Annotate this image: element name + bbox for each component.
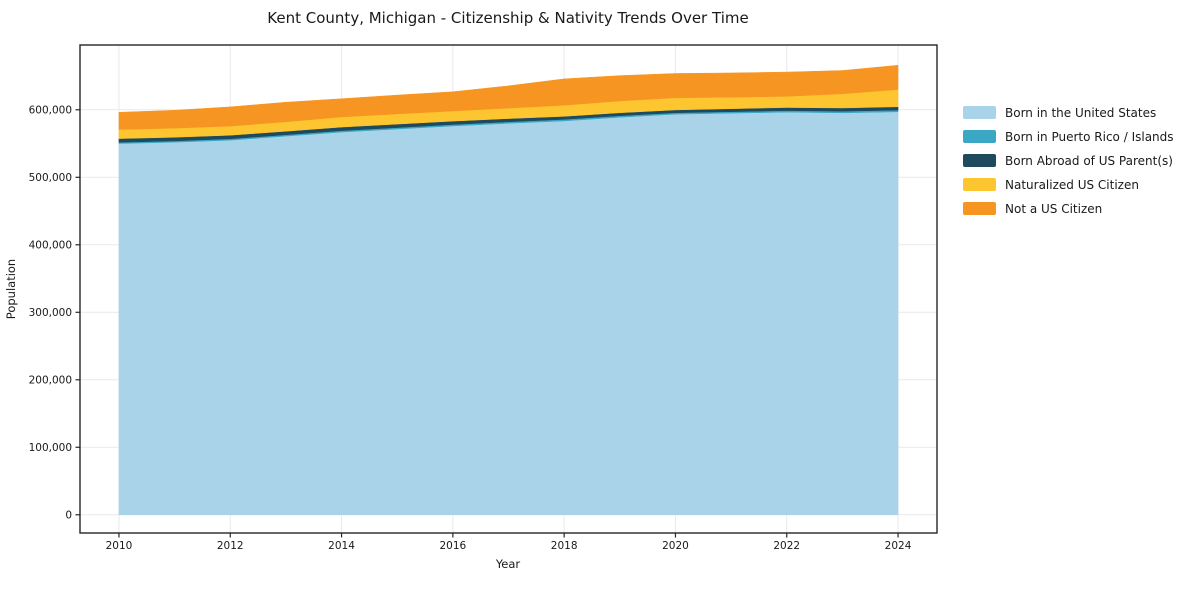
- tick-labels: 2010 2012 2014 2016 2018 2020 2022 2024 0 100,000…: [29, 105, 912, 552]
- legend: Born in the United States Born in Puerto …: [963, 106, 1174, 215]
- legend-item-born-abroad-of-us-parent-s: Born Abroad of US Parent(s): [963, 154, 1174, 167]
- legend-swatch-icon: [963, 130, 996, 143]
- area-series: [118, 64, 899, 516]
- x-tick-label: 2020: [662, 540, 689, 552]
- legend-label: Born in the United States: [1005, 105, 1157, 120]
- legend-swatch-icon: [963, 178, 996, 191]
- legend-label: Naturalized US Citizen: [1005, 177, 1139, 192]
- legend-item-born-in-puerto-rico-islands: Born in Puerto Rico / Islands: [963, 130, 1174, 143]
- legend-label: Not a US Citizen: [1005, 201, 1103, 216]
- area-born-in-the-united-states: [118, 111, 899, 516]
- y-tick-label: 500,000: [29, 172, 72, 184]
- x-tick-label: 2012: [217, 540, 244, 552]
- x-tick-label: 2018: [551, 540, 578, 552]
- y-tick-label: 200,000: [29, 375, 72, 387]
- x-tick-label: 2010: [106, 540, 133, 552]
- x-tick-label: 2022: [773, 540, 800, 552]
- legend-label: Born in Puerto Rico / Islands: [1005, 129, 1174, 144]
- chart-title: Kent County, Michigan - Citizenship & Na…: [267, 9, 748, 27]
- x-tick-label: 2014: [328, 540, 355, 552]
- y-tick-label: 600,000: [29, 105, 72, 117]
- legend-swatch-icon: [963, 154, 996, 167]
- y-tick-label: 400,000: [29, 240, 72, 252]
- y-tick-label: 0: [65, 510, 72, 522]
- x-tick-label: 2016: [439, 540, 466, 552]
- plot-frame: [79, 44, 938, 534]
- area-not-a-us-citizen: [118, 64, 899, 130]
- legend-swatch-icon: [963, 202, 996, 215]
- y-tick-label: 300,000: [29, 307, 72, 319]
- legend-item-not-a-us-citizen: Not a US Citizen: [963, 202, 1174, 215]
- legend-swatch-icon: [963, 106, 996, 119]
- legend-item-naturalized-us-citizen: Naturalized US Citizen: [963, 178, 1174, 191]
- x-axis-label: Year: [495, 557, 521, 571]
- y-axis-label: Population: [4, 259, 18, 319]
- legend-label: Born Abroad of US Parent(s): [1005, 153, 1173, 168]
- axis-ticks: [75, 109, 899, 538]
- legend-item-born-in-the-united-states: Born in the United States: [963, 106, 1174, 119]
- y-tick-label: 100,000: [29, 442, 72, 454]
- x-tick-label: 2024: [885, 540, 912, 552]
